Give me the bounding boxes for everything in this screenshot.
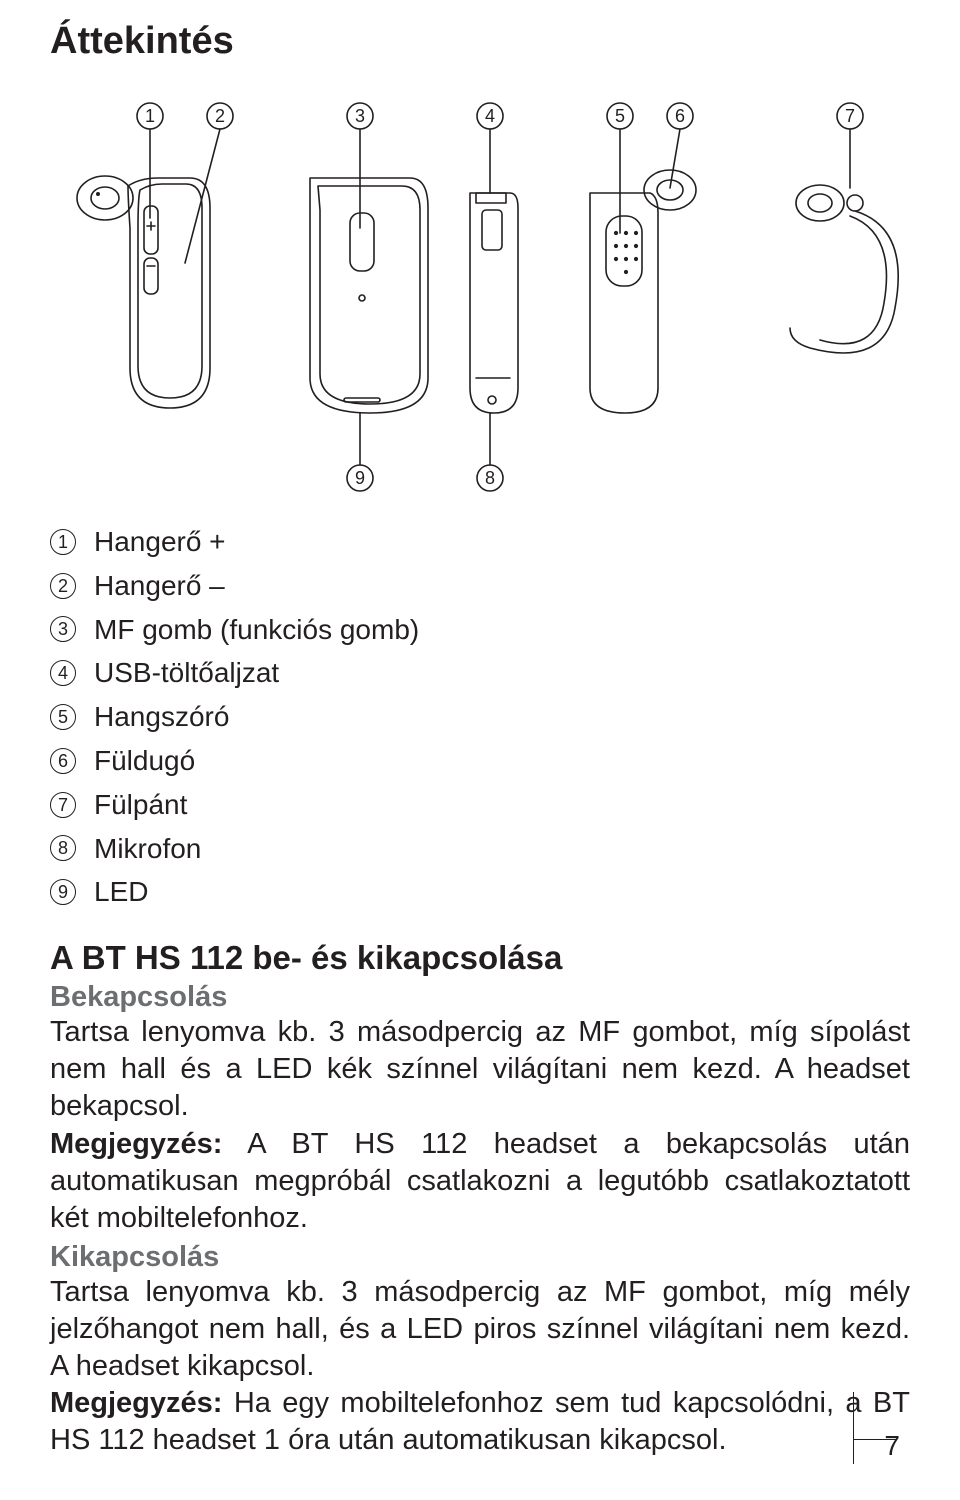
legend-label: MF gomb (funkciós gomb) xyxy=(94,611,419,649)
device-view-e xyxy=(790,185,898,353)
legend-num: 1 xyxy=(50,529,76,555)
legend-item: 5 Hangszóró xyxy=(50,698,910,736)
overview-diagram: 1 2 3 4 5 6 7 9 8 xyxy=(50,78,910,498)
callout-7: 7 xyxy=(837,103,863,188)
footer-rule xyxy=(853,1392,855,1464)
legend-num: 9 xyxy=(50,879,76,905)
page-number: 7 xyxy=(884,1430,900,1464)
legend-label: USB-töltőaljzat xyxy=(94,654,279,692)
legend-num: 5 xyxy=(50,704,76,730)
paragraph-off: Tartsa lenyomva kb. 3 másodpercig az MF … xyxy=(50,1274,910,1385)
note-on: Megjegyzés: A BT HS 112 headset a bekapc… xyxy=(50,1126,910,1237)
callout-2: 2 xyxy=(185,103,233,263)
svg-text:7: 7 xyxy=(845,106,855,126)
subhead-on: Bekapcsolás xyxy=(50,981,910,1014)
callout-1: 1 xyxy=(137,103,163,218)
legend-item: 1 Hangerő + xyxy=(50,523,910,561)
svg-text:5: 5 xyxy=(615,106,625,126)
svg-text:6: 6 xyxy=(675,106,685,126)
device-view-b xyxy=(310,178,428,413)
callout-9: 9 xyxy=(347,413,373,491)
legend-label: Hangszóró xyxy=(94,698,229,736)
callout-3: 3 xyxy=(347,103,373,228)
device-view-d xyxy=(590,170,696,413)
legend-label: LED xyxy=(94,873,148,911)
device-view-c xyxy=(470,193,518,413)
page-footer: 7 xyxy=(853,1392,900,1464)
legend-label: Mikrofon xyxy=(94,830,201,868)
legend-item: 6 Füldugó xyxy=(50,742,910,780)
note-label: Megjegyzés: xyxy=(50,1387,222,1419)
legend-num: 4 xyxy=(50,660,76,686)
legend-label: Fülpánt xyxy=(94,786,187,824)
legend-num: 8 xyxy=(50,835,76,861)
svg-text:8: 8 xyxy=(485,468,495,488)
paragraph-on: Tartsa lenyomva kb. 3 másodpercig az MF … xyxy=(50,1014,910,1125)
legend-num: 3 xyxy=(50,616,76,642)
svg-text:9: 9 xyxy=(355,468,365,488)
legend-label: Hangerő – xyxy=(94,567,225,605)
note-off: Megjegyzés: Ha egy mobiltelefonhoz sem t… xyxy=(50,1385,910,1459)
svg-text:2: 2 xyxy=(215,106,225,126)
legend-item: 2 Hangerő – xyxy=(50,567,910,605)
legend-num: 6 xyxy=(50,748,76,774)
legend-label: Füldugó xyxy=(94,742,195,780)
svg-text:1: 1 xyxy=(145,106,155,126)
subhead-off: Kikapcsolás xyxy=(50,1241,910,1274)
legend-list: 1 Hangerő + 2 Hangerő – 3 MF gomb (funkciós… xyxy=(50,523,910,911)
legend-item: 3 MF gomb (funkciós gomb) xyxy=(50,611,910,649)
device-view-a xyxy=(77,176,210,408)
legend-item: 4 USB-töltőaljzat xyxy=(50,654,910,692)
legend-item: 8 Mikrofon xyxy=(50,830,910,868)
legend-num: 7 xyxy=(50,792,76,818)
page-title: Áttekintés xyxy=(50,20,910,63)
note-label: Megjegyzés: xyxy=(50,1128,222,1160)
svg-text:4: 4 xyxy=(485,106,495,126)
legend-label: Hangerő + xyxy=(94,523,226,561)
callout-5: 5 xyxy=(607,103,633,233)
legend-item: 9 LED xyxy=(50,873,910,911)
callout-8: 8 xyxy=(477,413,503,491)
svg-text:3: 3 xyxy=(355,106,365,126)
callout-4: 4 xyxy=(477,103,503,193)
callout-6: 6 xyxy=(667,103,693,188)
legend-item: 7 Fülpánt xyxy=(50,786,910,824)
section-heading: A BT HS 112 be- és kikapcsolása xyxy=(50,939,910,977)
legend-num: 2 xyxy=(50,573,76,599)
